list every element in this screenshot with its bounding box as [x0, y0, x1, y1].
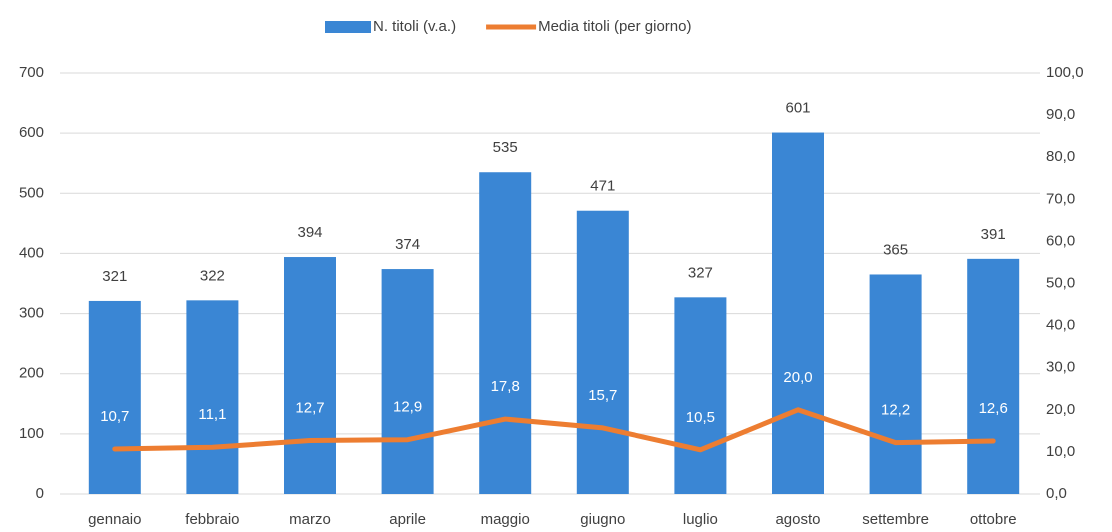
bar-value-label: 601 — [785, 100, 810, 117]
bar — [967, 258, 1020, 494]
x-tick-label: luglio — [683, 511, 718, 528]
line-value-label: 17,8 — [491, 378, 520, 395]
line-value-label: 15,7 — [588, 387, 617, 404]
bar — [772, 132, 824, 494]
y2-tick-label: 0,0 — [1046, 485, 1067, 502]
bar-value-label: 321 — [102, 268, 127, 285]
y-tick-label: 700 — [19, 64, 44, 81]
x-tick-label: settembre — [862, 511, 929, 528]
y2-tick-label: 40,0 — [1046, 317, 1075, 334]
bar-value-label: 322 — [200, 267, 225, 284]
line-value-label: 11,1 — [198, 406, 226, 423]
bar-value-label: 365 — [883, 241, 908, 258]
y-tick-label: 500 — [19, 184, 44, 201]
bar — [869, 274, 922, 494]
bar — [381, 269, 434, 494]
bar — [186, 300, 239, 494]
y2-tick-label: 10,0 — [1046, 443, 1075, 460]
bar-value-label: 394 — [297, 224, 322, 241]
line-value-label: 10,5 — [686, 409, 715, 426]
y2-tick-label: 90,0 — [1046, 106, 1075, 123]
x-tick-label: marzo — [289, 511, 331, 528]
x-tick-label: gennaio — [88, 511, 141, 528]
line-value-label: 10,7 — [100, 408, 129, 425]
bar-value-label: 535 — [493, 139, 518, 156]
line-value-label: 12,2 — [881, 402, 910, 419]
bar — [674, 297, 727, 494]
line-value-label: 20,0 — [783, 369, 812, 386]
x-tick-label: febbraio — [185, 511, 239, 528]
bar-value-label: 471 — [590, 178, 615, 195]
line-value-label: 12,9 — [393, 399, 422, 416]
bar — [88, 300, 141, 494]
y-tick-label: 200 — [19, 365, 44, 382]
line-value-label: 12,7 — [295, 400, 324, 417]
x-tick-label: ottobre — [970, 511, 1017, 528]
bar — [479, 172, 532, 494]
line-value-label: 12,6 — [979, 400, 1008, 417]
legend-swatch — [325, 21, 371, 33]
y-tick-label: 300 — [19, 305, 44, 322]
y2-tick-label: 30,0 — [1046, 359, 1075, 376]
y2-tick-label: 60,0 — [1046, 232, 1075, 249]
x-tick-label: maggio — [481, 511, 530, 528]
bar-value-label: 391 — [981, 226, 1006, 243]
x-tick-label: agosto — [775, 511, 820, 528]
y-tick-label: 600 — [19, 124, 44, 141]
x-tick-label: aprile — [389, 511, 426, 528]
line — [112, 407, 996, 453]
y2-tick-label: 70,0 — [1046, 190, 1075, 207]
y-tick-label: 0 — [36, 485, 44, 502]
legend-label: N. titoli (v.a.) — [373, 18, 456, 35]
y2-tick-label: 100,0 — [1046, 64, 1084, 81]
legend-label: Media titoli (per giorno) — [538, 18, 691, 35]
y2-tick-label: 80,0 — [1046, 148, 1075, 165]
x-tick-label: giugno — [580, 511, 625, 528]
bar-value-label: 327 — [688, 264, 713, 281]
y-tick-label: 100 — [19, 425, 44, 442]
bar — [576, 210, 629, 494]
bar — [284, 257, 336, 494]
y-tick-label: 400 — [19, 244, 44, 261]
bar-value-label: 374 — [395, 236, 420, 253]
y2-tick-label: 50,0 — [1046, 274, 1075, 291]
y2-tick-label: 20,0 — [1046, 401, 1075, 418]
